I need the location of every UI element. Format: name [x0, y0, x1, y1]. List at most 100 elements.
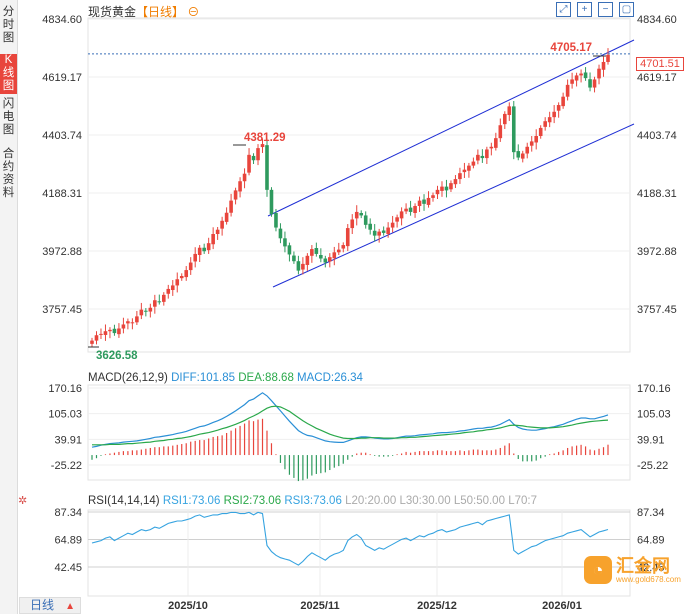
rsi-panel: [91, 511, 609, 566]
zoom-out-icon[interactable]: −: [598, 2, 613, 17]
candle-body: [538, 127, 543, 137]
settings-icon[interactable]: ✲: [18, 495, 28, 507]
candle-body: [256, 148, 260, 161]
candle-body: [404, 208, 408, 212]
fullscreen-icon[interactable]: ▢: [619, 2, 634, 17]
collapse-icon[interactable]: ⊖: [187, 5, 200, 19]
instrument-name: 现货黄金: [88, 5, 137, 19]
tab-kline[interactable]: K线图: [0, 54, 17, 94]
candle-body: [305, 255, 310, 265]
price-tick-label: 4619.17: [42, 72, 82, 84]
tab-flash-chart[interactable]: 闪电图: [2, 98, 15, 136]
candle-body: [251, 155, 256, 161]
candle-body: [99, 333, 103, 335]
macd-panel: [91, 392, 609, 482]
candle-body: [296, 261, 301, 271]
macd-legend: MACD(26,12,9) DIFF:101.85 DEA:88.68 MACD…: [88, 372, 363, 384]
rsi-label: RSI(14,14,14): [88, 495, 160, 507]
period-label: 【日线】: [136, 5, 185, 19]
candle-body: [377, 231, 381, 236]
candle-body: [498, 125, 503, 139]
candle-body: [503, 113, 507, 125]
candle-body: [601, 61, 606, 70]
candle-body: [458, 173, 462, 180]
candle-body: [453, 179, 458, 185]
macd-tick-label: 39.91: [54, 434, 82, 446]
dea-value: DEA:88.68: [238, 372, 294, 384]
candle-body: [476, 154, 480, 161]
candle-body: [422, 199, 426, 204]
price-tick-label-right: 4403.74: [637, 130, 677, 142]
candle-body: [529, 141, 534, 146]
candle-body: [166, 288, 171, 294]
rsi-tick-label-right: 64.89: [637, 535, 665, 547]
logo-icon: ◔: [584, 556, 612, 584]
candle-body: [229, 200, 233, 213]
tab-timeshare[interactable]: 分时图: [2, 6, 15, 44]
candle-body: [310, 249, 314, 256]
candle-body: [139, 309, 144, 316]
rsi-legend: RSI(14,14,14) RSI1:73.06 RSI2:73.06 RSI3…: [88, 495, 537, 507]
macd-tick-label: -25.22: [51, 460, 82, 472]
price-tick-label: 3972.88: [42, 246, 82, 258]
candle-body: [144, 310, 148, 312]
time-tick-label: 2025/10: [168, 600, 208, 612]
macd-label: MACD(26,12,9): [88, 372, 168, 384]
candle-body: [161, 294, 166, 302]
price-tick-label: 3757.45: [42, 304, 82, 316]
watermark-name: 汇金网: [616, 555, 670, 576]
candle-body: [359, 213, 364, 216]
candle-body: [126, 321, 130, 324]
period-selector[interactable]: 日线 ▲: [19, 597, 81, 614]
candle-body: [561, 96, 565, 107]
axis-labels: 4834.60 4834.60 4619.17 4619.17 4403.74 4403.…: [42, 14, 677, 612]
candle-body: [597, 68, 601, 79]
l50-value: L50:50.00: [453, 495, 505, 507]
price-tick-label: 4403.74: [42, 130, 82, 142]
candle-body: [570, 79, 574, 84]
macd-tick-label-right: 39.91: [637, 434, 665, 446]
rsi3-value: RSI3:73.06: [284, 495, 342, 507]
candle-body: [565, 84, 570, 97]
candle-body: [328, 257, 332, 262]
chart-title: 现货黄金【日线】 ⊖: [88, 3, 199, 20]
tab-contract-info[interactable]: 合约资料: [2, 148, 15, 199]
candle-body: [444, 186, 449, 191]
candle-body: [287, 245, 292, 255]
candle-body: [206, 243, 211, 251]
annotations: 4705.17 4381.29 3626.58: [88, 42, 632, 362]
candle-body: [175, 279, 180, 286]
candle-body: [525, 146, 530, 154]
candle-body: [108, 329, 112, 332]
candle-body: [292, 255, 296, 262]
price-tick-label-right: 4834.60: [637, 14, 677, 26]
candle-body: [130, 322, 135, 324]
candle-body: [345, 228, 350, 247]
expand-icon[interactable]: ⤢: [556, 2, 571, 17]
price-tick-label: 4188.31: [42, 188, 82, 200]
candle-body: [283, 238, 287, 247]
candle-body: [233, 190, 238, 200]
candle-body: [103, 331, 108, 335]
candle-body: [157, 301, 162, 303]
candle-body: [606, 54, 610, 62]
price-tick-label: 4834.60: [42, 14, 82, 26]
zoom-in-icon[interactable]: +: [577, 2, 592, 17]
rsi-line: [91, 511, 609, 566]
trend-channel: [267, 39, 635, 288]
candle-body: [332, 252, 337, 259]
candle-body: [556, 105, 561, 111]
channel-lower-line: [272, 123, 635, 288]
candle-body: [354, 211, 359, 219]
high-label: 4381.29: [244, 132, 286, 144]
sidebar: 分时图 K线图 闪电图 合约资料: [0, 0, 18, 614]
candle-body: [547, 117, 552, 123]
rsi-tick-label: 42.45: [54, 562, 82, 574]
candle-body: [489, 146, 494, 149]
candle-body: [278, 228, 283, 239]
rsi-tick-label: 64.89: [54, 535, 82, 547]
candle-body: [117, 328, 121, 335]
candle-body: [368, 223, 372, 230]
time-tick-label: 2025/12: [417, 600, 457, 612]
